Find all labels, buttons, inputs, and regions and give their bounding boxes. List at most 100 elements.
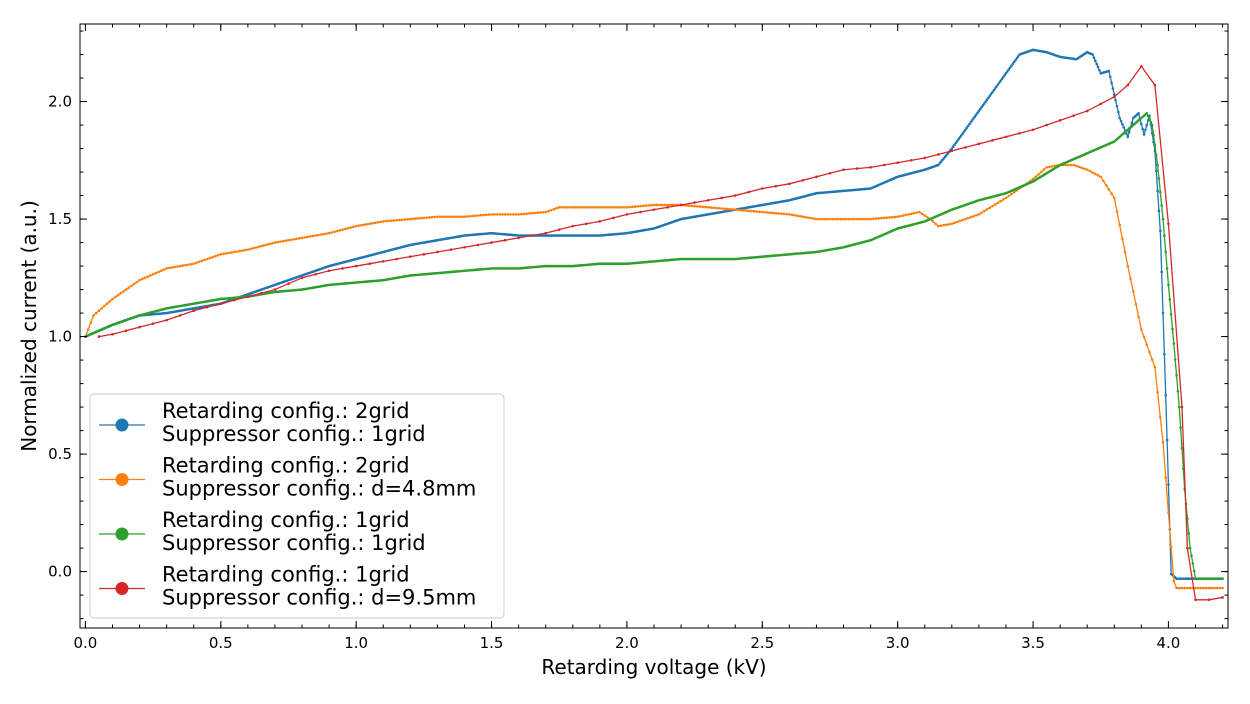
data-point — [992, 88, 996, 92]
data-point — [92, 314, 95, 317]
data-point — [208, 256, 212, 260]
data-point — [758, 210, 761, 214]
data-point — [552, 207, 556, 211]
data-point — [233, 298, 236, 302]
data-point — [877, 217, 881, 220]
data-point — [1004, 135, 1008, 139]
data-point — [947, 222, 951, 226]
data-point — [1112, 95, 1116, 99]
data-point — [1186, 546, 1189, 550]
data-point — [1126, 135, 1130, 139]
data-point — [303, 236, 307, 239]
data-point — [1118, 223, 1121, 227]
data-point — [1156, 163, 1159, 167]
data-point — [698, 205, 702, 208]
data-point — [1110, 81, 1113, 85]
data-point — [568, 206, 572, 209]
data-point — [1111, 87, 1115, 90]
data-point — [1168, 298, 1172, 301]
data-point — [989, 92, 993, 96]
data-point — [192, 262, 196, 266]
data-point — [571, 224, 575, 228]
legend-marker-3 — [115, 527, 129, 541]
data-point — [639, 210, 642, 214]
data-point — [520, 212, 523, 216]
data-point — [999, 199, 1002, 203]
y-tick-label: 2.0 — [48, 93, 72, 111]
data-point — [1091, 53, 1094, 56]
data-point — [842, 168, 845, 172]
data-point — [536, 211, 539, 215]
data-point — [511, 213, 515, 216]
data-point — [614, 206, 618, 209]
data-point — [1083, 167, 1086, 171]
data-point — [530, 234, 534, 237]
data-point — [1085, 168, 1089, 172]
data-point — [747, 209, 751, 213]
data-point — [1018, 131, 1021, 135]
data-point — [1012, 190, 1016, 194]
x-tick-label: 2.5 — [750, 634, 774, 652]
data-point — [793, 214, 797, 217]
data-point — [287, 238, 290, 242]
data-point — [595, 206, 599, 209]
data-point — [639, 204, 642, 208]
data-point — [449, 215, 453, 219]
data-point — [1140, 65, 1143, 68]
data-point — [1156, 189, 1159, 193]
data-point — [1001, 198, 1005, 201]
data-point — [273, 241, 277, 244]
data-point — [287, 282, 290, 286]
data-point — [122, 290, 125, 293]
data-point — [744, 209, 748, 212]
data-point — [812, 217, 816, 220]
data-point — [920, 212, 924, 216]
data-point — [962, 130, 966, 133]
data-point — [1115, 210, 1119, 213]
data-point — [666, 203, 669, 207]
data-point — [528, 212, 531, 215]
data-point — [560, 206, 564, 209]
data-point — [1183, 586, 1186, 590]
data-point — [936, 153, 940, 156]
data-point — [836, 217, 840, 221]
data-point — [298, 237, 301, 240]
data-point — [1095, 62, 1098, 66]
data-point — [1037, 173, 1040, 176]
data-point — [1150, 358, 1154, 361]
legend-marker-1 — [115, 418, 129, 432]
data-point — [1171, 327, 1174, 331]
data-point — [755, 210, 759, 213]
data-point — [807, 216, 810, 219]
data-point — [314, 273, 317, 276]
data-point — [124, 329, 128, 333]
data-point — [173, 265, 177, 269]
data-point — [284, 239, 288, 242]
data-point — [281, 239, 285, 243]
data-point — [146, 275, 149, 278]
data-point — [696, 205, 699, 208]
data-point — [246, 248, 250, 251]
data-point — [168, 266, 171, 270]
data-point — [279, 240, 282, 243]
data-point — [987, 96, 990, 100]
data-point — [1164, 476, 1168, 479]
data-point — [855, 217, 859, 221]
data-point — [978, 107, 982, 111]
data-point — [352, 225, 355, 229]
data-point — [260, 244, 263, 248]
data-point — [1154, 153, 1158, 157]
data-point — [785, 212, 788, 216]
data-point — [598, 206, 602, 209]
data-point — [976, 111, 979, 115]
data-point — [603, 206, 607, 209]
data-point — [1117, 110, 1120, 114]
data-point — [341, 228, 344, 231]
data-point — [644, 204, 648, 207]
data-point — [593, 206, 596, 209]
data-point — [1159, 190, 1162, 194]
data-point — [839, 217, 843, 221]
data-point — [138, 278, 141, 282]
data-point — [723, 207, 726, 211]
data-point — [140, 277, 144, 281]
